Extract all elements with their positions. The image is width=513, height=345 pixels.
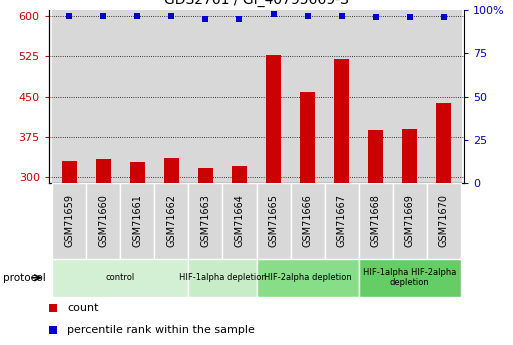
Bar	[256, 183, 290, 259]
Text: HIF-2alpha depletion: HIF-2alpha depletion	[264, 273, 351, 282]
Bar	[393, 183, 427, 259]
Bar	[256, 259, 359, 297]
Text: HIF-1alpha HIF-2alpha
depletion: HIF-1alpha HIF-2alpha depletion	[363, 268, 457, 287]
Bar	[188, 259, 256, 297]
Bar	[393, 10, 427, 183]
Bar	[154, 10, 188, 183]
Bar	[300, 92, 315, 183]
Bar	[188, 10, 223, 183]
Bar	[52, 259, 188, 297]
Bar	[223, 10, 256, 183]
Text: GSM71661: GSM71661	[132, 194, 142, 247]
Bar	[290, 10, 325, 183]
Bar	[232, 166, 247, 183]
Text: control: control	[106, 273, 135, 282]
Bar	[62, 161, 77, 183]
Text: count: count	[67, 303, 99, 313]
Bar	[95, 159, 111, 183]
Bar	[130, 162, 145, 183]
Bar	[198, 168, 213, 183]
Bar	[325, 10, 359, 183]
Text: GSM71666: GSM71666	[303, 194, 312, 247]
Text: GSM71663: GSM71663	[201, 194, 210, 247]
Bar	[359, 10, 393, 183]
Bar	[290, 183, 325, 259]
Text: GSM71670: GSM71670	[439, 194, 449, 247]
Bar	[402, 129, 418, 183]
Bar	[334, 59, 349, 183]
Bar	[436, 103, 451, 183]
Bar	[223, 183, 256, 259]
Bar	[154, 183, 188, 259]
Text: GSM71664: GSM71664	[234, 194, 245, 247]
Text: GSM71668: GSM71668	[371, 194, 381, 247]
Bar	[359, 183, 393, 259]
Bar	[256, 10, 290, 183]
Bar	[120, 10, 154, 183]
Bar	[120, 183, 154, 259]
Text: GSM71660: GSM71660	[98, 194, 108, 247]
Text: GSM71669: GSM71669	[405, 194, 415, 247]
Bar	[86, 10, 120, 183]
Bar	[427, 10, 461, 183]
Bar	[266, 55, 281, 183]
Text: GSM71659: GSM71659	[64, 194, 74, 247]
Bar	[368, 130, 383, 183]
Bar	[52, 183, 86, 259]
Text: HIF-1alpha depletion: HIF-1alpha depletion	[179, 273, 266, 282]
Bar	[188, 183, 223, 259]
Text: percentile rank within the sample: percentile rank within the sample	[67, 325, 255, 335]
Title: GDS2761 / GI_40795669-S: GDS2761 / GI_40795669-S	[164, 0, 349, 7]
Bar	[325, 183, 359, 259]
Bar	[52, 10, 86, 183]
Bar	[164, 158, 179, 183]
Bar	[427, 183, 461, 259]
Text: GSM71667: GSM71667	[337, 194, 347, 247]
Bar	[359, 259, 461, 297]
Text: protocol: protocol	[3, 273, 45, 283]
Text: GSM71662: GSM71662	[166, 194, 176, 247]
Bar	[86, 183, 120, 259]
Text: GSM71665: GSM71665	[268, 194, 279, 247]
